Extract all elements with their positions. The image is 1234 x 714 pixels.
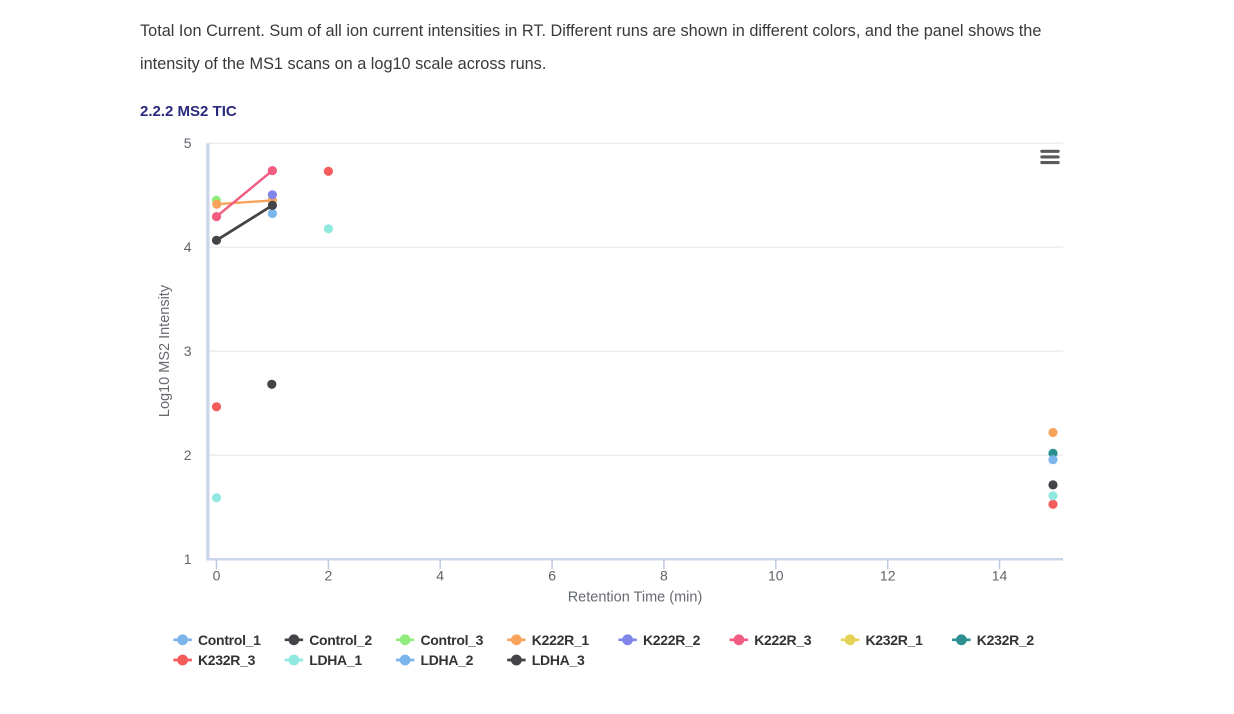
svg-text:Control_1: Control_1 [198,632,261,648]
svg-text:5: 5 [184,135,192,151]
svg-text:6: 6 [548,568,556,584]
svg-text:0: 0 [213,568,221,584]
svg-text:12: 12 [880,568,896,584]
svg-text:14: 14 [992,568,1008,584]
svg-text:3: 3 [184,343,192,359]
svg-text:LDHA_1: LDHA_1 [309,652,362,668]
svg-text:Retention Time (min): Retention Time (min) [568,590,703,606]
svg-text:10: 10 [768,568,784,584]
svg-text:8: 8 [660,568,668,584]
svg-text:Control_2: Control_2 [309,632,372,648]
svg-text:LDHA_2: LDHA_2 [421,652,474,668]
svg-text:K222R_1: K222R_1 [532,632,590,648]
svg-text:K222R_3: K222R_3 [754,632,812,648]
svg-text:K222R_2: K222R_2 [643,632,701,648]
svg-text:LDHA_3: LDHA_3 [532,652,585,668]
svg-text:K232R_3: K232R_3 [198,652,256,668]
svg-text:K232R_2: K232R_2 [977,632,1035,648]
svg-text:2: 2 [325,568,333,584]
svg-text:4: 4 [436,568,444,584]
svg-text:Log10 MS2 Intensity: Log10 MS2 Intensity [157,284,173,417]
svg-text:4: 4 [184,239,192,255]
svg-text:2: 2 [184,447,192,463]
svg-text:K232R_1: K232R_1 [866,632,924,648]
svg-text:Control_3: Control_3 [421,632,484,648]
svg-text:1: 1 [184,551,192,567]
